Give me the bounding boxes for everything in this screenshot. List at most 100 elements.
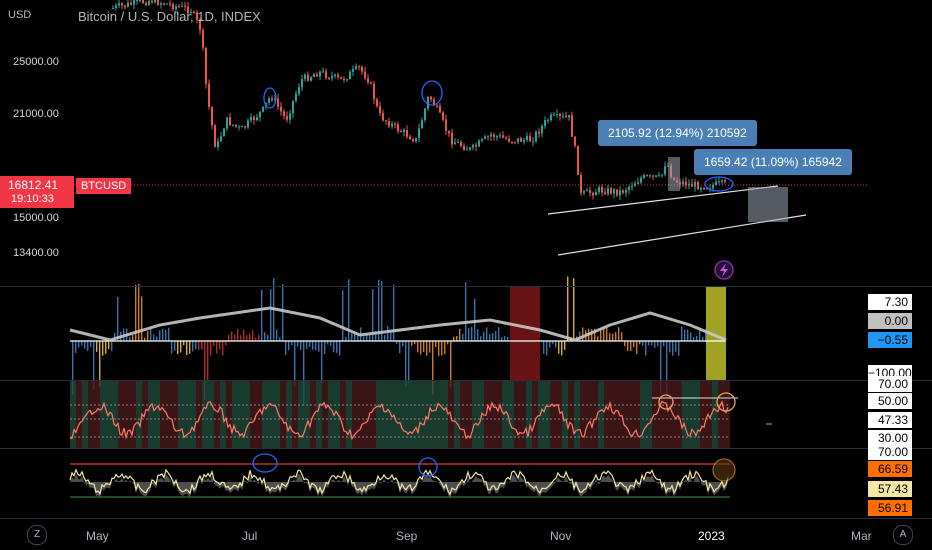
candle-body [577, 145, 579, 175]
pane1-bar [93, 341, 95, 390]
pane2-stripe [502, 381, 508, 448]
pane1-bar [405, 341, 407, 387]
pane1-bar [291, 341, 293, 346]
pane2-stripe [712, 381, 718, 448]
pane1-bar [264, 332, 266, 341]
pane1-bar [192, 341, 194, 352]
pane2-stripe [166, 381, 172, 448]
pane-separator[interactable] [0, 448, 932, 449]
annotation-circle[interactable] [421, 80, 443, 106]
candle-body [508, 138, 510, 142]
pane2-stripe [238, 381, 244, 448]
candle-body [625, 190, 627, 193]
candle-body [211, 106, 213, 126]
pane1-bar [549, 341, 551, 348]
candle-body [451, 133, 453, 145]
candle-body [430, 96, 432, 100]
pane1-bar [321, 341, 323, 384]
pane1-bar [381, 280, 383, 341]
pane1-bar [225, 341, 227, 346]
pane2-stripe [472, 381, 478, 448]
projection-box-a[interactable] [668, 157, 680, 191]
candle-body [289, 113, 291, 120]
pane2-stripe [304, 381, 310, 448]
symbol-title[interactable]: Bitcoin / U.S. Dollar, 1D, INDEX [78, 9, 261, 24]
measure-callout-b[interactable]: 1659.42 (11.09%) 165942 [694, 149, 852, 175]
projection-box-b[interactable] [748, 187, 788, 222]
pane2-stripe [628, 381, 634, 448]
pane2-stripe [454, 381, 460, 448]
pane1-bar [618, 327, 620, 341]
pane1-bar [324, 341, 326, 354]
pane1-bar [246, 335, 248, 341]
pane2-stripe [574, 381, 580, 448]
annotation-circle[interactable] [263, 87, 277, 109]
pane1-bar [249, 333, 251, 341]
pane1-bar [555, 341, 557, 348]
pane2-stripe [340, 381, 346, 448]
candle-body [547, 119, 549, 121]
candle-body [331, 76, 333, 79]
candle-body [280, 106, 282, 112]
candle-body [214, 125, 216, 148]
pane2-stripe [406, 381, 412, 448]
candle-body [502, 135, 504, 138]
pane2-stripe [700, 381, 706, 448]
pane1-bar [135, 285, 137, 341]
candle-body [568, 115, 570, 118]
pane1-bar [423, 341, 425, 353]
time-label: Jul [242, 529, 258, 543]
time-label: Nov [550, 529, 572, 543]
pane1-bar [705, 328, 707, 341]
candle-body [256, 117, 258, 121]
pane2-stripe [160, 381, 166, 448]
pane1-bar [567, 276, 569, 341]
time-label: May [86, 529, 109, 543]
pane2-stripe [562, 381, 568, 448]
candle-body [388, 121, 390, 127]
annotation-circle[interactable] [704, 176, 734, 192]
candle-body [685, 181, 687, 186]
pane1-bar [207, 341, 209, 382]
pane2-stripe [316, 381, 322, 448]
pane3-value: 57.43 [868, 481, 912, 497]
pane1-bar [255, 337, 257, 341]
candle-body [640, 177, 642, 183]
pane2-stripe [436, 381, 442, 448]
pane2-stripe [118, 381, 124, 448]
pane1-bar [201, 341, 203, 350]
candle-body [202, 29, 204, 48]
pane2-stripe [520, 381, 526, 448]
pane1-bar [669, 341, 671, 353]
pane1-bar [153, 334, 155, 341]
pane1-bar [543, 341, 545, 354]
pane2-stripe [364, 381, 370, 448]
pane2-stripe [76, 381, 82, 448]
candle-body [163, 3, 165, 5]
pane-separator[interactable] [0, 286, 932, 287]
candle-body [592, 193, 594, 196]
pane1-bar [660, 341, 662, 395]
pane2-stripe [376, 381, 382, 448]
trendline-upper[interactable] [547, 185, 779, 215]
pane2-stripe [256, 381, 262, 448]
pane1-bar [180, 341, 182, 353]
candle-body [283, 111, 285, 116]
candle-body [445, 119, 447, 131]
pane1-bar [630, 341, 632, 352]
pane1-bar [282, 284, 284, 341]
pane1-bar [81, 341, 83, 346]
pane1-bar [183, 341, 185, 346]
candle-body [376, 99, 378, 107]
candle-body [157, 0, 159, 5]
candle-body [364, 71, 366, 79]
auto-scale-button[interactable]: A [893, 525, 913, 545]
zoom-button[interactable]: Z [27, 525, 47, 545]
candle-body [697, 182, 699, 190]
pane-separator[interactable] [0, 380, 932, 381]
pane2-stripe [214, 381, 220, 448]
candle-body [229, 117, 231, 126]
candle-body [166, 3, 168, 5]
measure-callout-a[interactable]: 2105.92 (12.94%) 210592 [598, 120, 757, 146]
